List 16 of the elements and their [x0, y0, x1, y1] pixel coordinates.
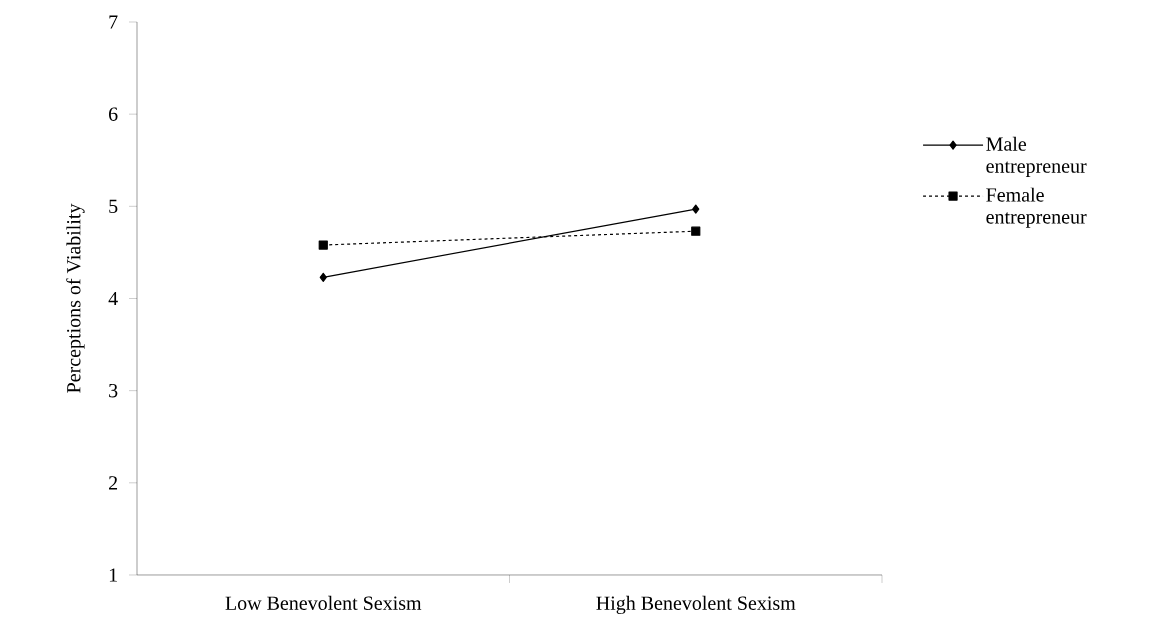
point [318, 240, 328, 250]
point [692, 204, 700, 214]
y-tick-label: 6 [109, 107, 118, 121]
point [319, 272, 327, 282]
legend-label: Female entrepreneur [986, 187, 1087, 228]
point [691, 226, 701, 236]
x-tick-label: High Benevolent Sexism [596, 595, 796, 615]
y-axis-title: Perceptions of Viability [66, 203, 85, 393]
y-tick-label: 7 [109, 15, 118, 29]
x-tick-label: Low Benevolent Sexism [225, 595, 422, 610]
y-tick-label: 1 [109, 568, 117, 582]
legend-label: Male entrepreneur [986, 136, 1087, 177]
y-tick-label: 4 [108, 291, 118, 306]
y-tick-label: 3 [109, 383, 118, 398]
y-tick-label: 5 [109, 199, 118, 213]
y-tick-label: 2 [109, 476, 118, 490]
